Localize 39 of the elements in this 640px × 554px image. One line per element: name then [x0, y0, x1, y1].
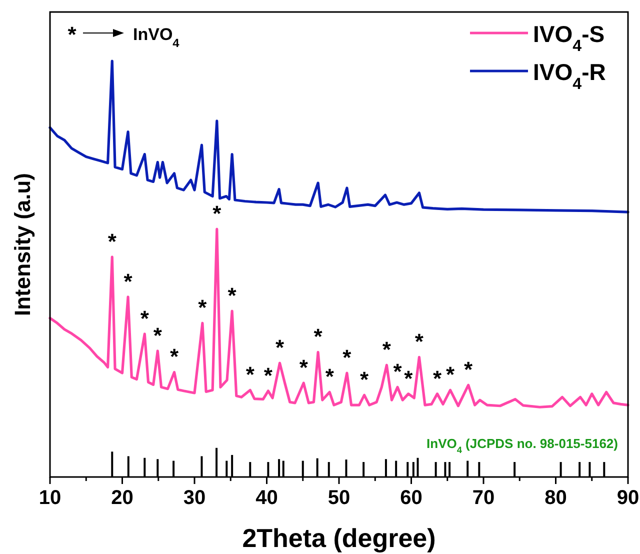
annotation: * — [275, 335, 284, 360]
annotation: * — [342, 345, 352, 370]
annotation: * — [140, 306, 150, 331]
legend-label: IVO$_{4}$-R — [533, 59, 606, 93]
x-tick-label: 20 — [111, 487, 134, 509]
annotation: * — [360, 367, 370, 392]
x-tick-label: 10 — [38, 487, 62, 509]
x-axis-title: 2Theta (degree) — [242, 523, 436, 553]
annotation: * — [153, 322, 162, 348]
annotation: * — [432, 366, 442, 391]
annotation: InVO$_{4}$ (JCPDS no. 98-015-5162) — [426, 436, 618, 455]
annotation: * — [414, 329, 424, 354]
x-tick-label: 70 — [472, 487, 495, 509]
text: * — [68, 22, 77, 47]
x-tick-label: 90 — [616, 487, 640, 509]
x-tick-label: 80 — [544, 487, 567, 509]
annotation: * — [299, 355, 308, 380]
annotation: * — [382, 337, 392, 362]
annotation: * — [314, 324, 323, 350]
y-axis-title: Intensity (a.u) — [10, 172, 35, 316]
text: InVO$_{4}$ — [133, 25, 180, 50]
x-tick-label: 60 — [400, 487, 422, 509]
legend-label: IVO$_{4}$-S — [533, 21, 605, 55]
annotation: * — [325, 364, 334, 390]
x-tick-label: 50 — [328, 487, 350, 509]
x-tick-label: 30 — [183, 487, 206, 509]
annotation: * — [464, 357, 474, 382]
annotation: * — [170, 344, 179, 370]
annotation: * — [108, 228, 117, 254]
x-tick-label: 40 — [256, 487, 278, 509]
annotation: * — [446, 362, 455, 388]
annotation: * — [198, 295, 208, 320]
annotation: * — [246, 362, 255, 388]
annotation: * — [228, 283, 237, 308]
annotation: * — [264, 362, 273, 388]
annotation: * — [404, 366, 414, 391]
annotation: * — [393, 359, 402, 384]
annotation: * — [124, 268, 133, 294]
annotation: * — [212, 201, 222, 226]
